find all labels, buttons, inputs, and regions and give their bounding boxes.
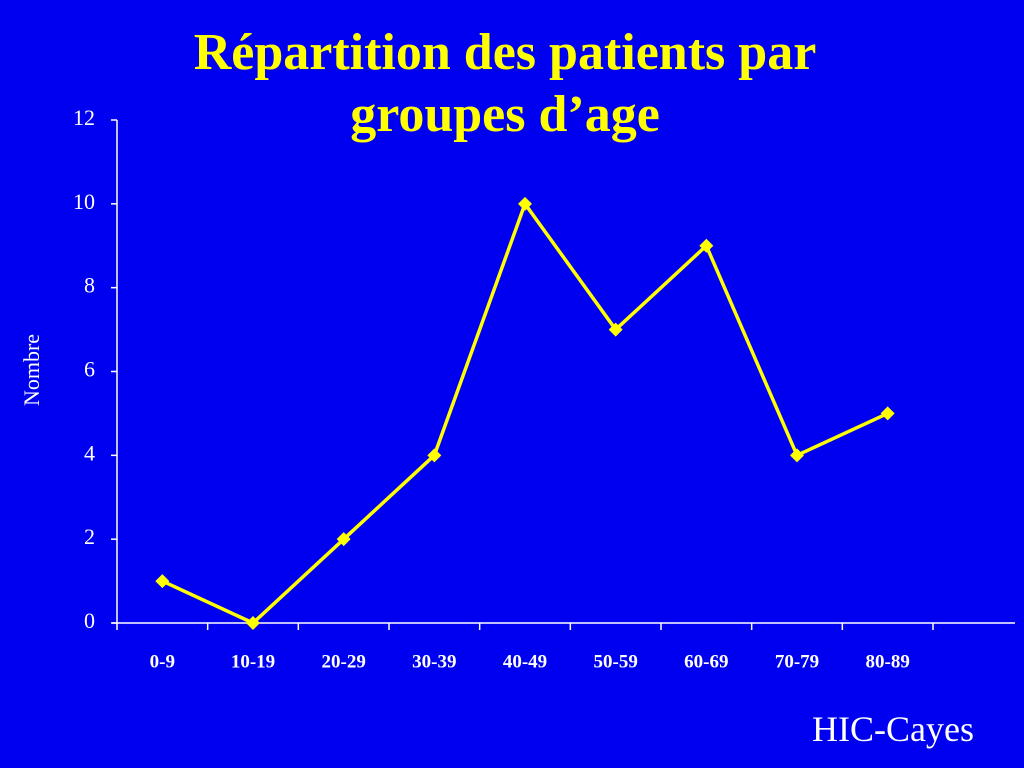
chart-title: Répartition des patients par groupes d’a…: [193, 24, 817, 143]
y-tick-label: 6: [84, 357, 95, 382]
y-axis-label: Nombre: [19, 334, 44, 406]
x-tick-label: 0-9: [150, 651, 175, 672]
x-tick-label: 70-79: [775, 651, 819, 672]
y-tick-label: 2: [84, 524, 95, 549]
data-marker: [155, 574, 170, 589]
x-tick-label: 80-89: [866, 651, 910, 672]
x-tick-label: 60-69: [684, 651, 728, 672]
x-tick-label: 40-49: [503, 651, 547, 672]
data-marker: [790, 448, 804, 463]
data-line: [161, 200, 889, 626]
data-marker: [518, 196, 532, 211]
y-tick-label: 10: [73, 189, 95, 214]
data-marker: [427, 448, 442, 463]
data-marker: [699, 238, 714, 253]
y-tick-label: 12: [73, 105, 95, 130]
y-tick-label: 8: [84, 273, 95, 298]
x-tick-label: 20-29: [322, 651, 366, 672]
y-tick-label: 4: [84, 440, 95, 465]
data-marker: [336, 532, 351, 547]
data-marker: [880, 406, 895, 421]
x-tick-label: 50-59: [594, 651, 638, 672]
footer: HIC-Cayes: [812, 709, 974, 749]
data-marker: [608, 322, 623, 337]
data-marker: [246, 616, 260, 630]
x-tick-label: 10-19: [231, 651, 275, 672]
y-tick-label: 0: [84, 608, 95, 633]
x-tick-label: 30-39: [412, 651, 456, 672]
